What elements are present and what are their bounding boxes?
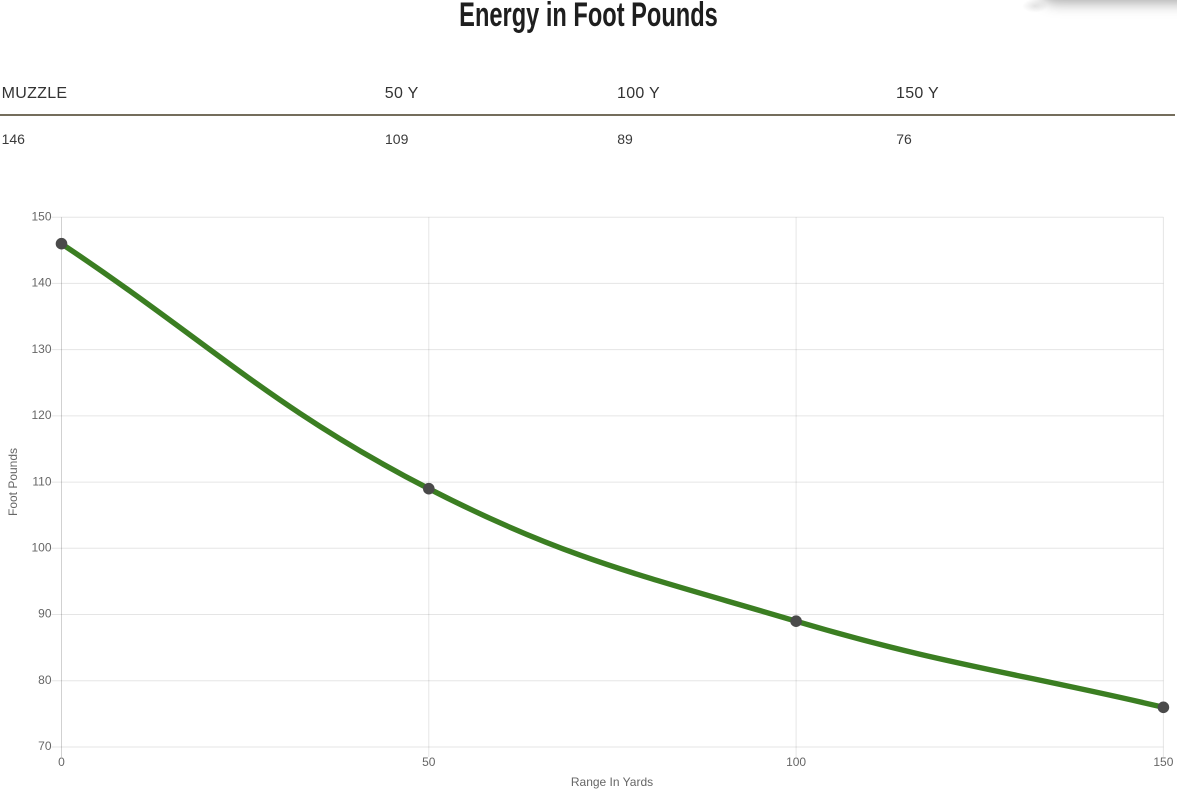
svg-text:70: 70 <box>38 739 52 753</box>
svg-text:110: 110 <box>32 474 51 488</box>
svg-text:100: 100 <box>31 541 51 555</box>
svg-text:100: 100 <box>786 755 806 769</box>
svg-text:50: 50 <box>422 755 436 769</box>
svg-text:150: 150 <box>31 209 51 223</box>
svg-text:120: 120 <box>31 408 51 422</box>
svg-text:Foot Pounds: Foot Pounds <box>6 448 20 516</box>
svg-text:130: 130 <box>31 342 51 356</box>
svg-text:Range In Yards: Range In Yards <box>571 775 653 789</box>
svg-text:140: 140 <box>31 276 51 290</box>
svg-text:90: 90 <box>38 607 52 621</box>
svg-text:0: 0 <box>58 755 65 769</box>
svg-text:150: 150 <box>1153 755 1173 769</box>
svg-text:80: 80 <box>38 673 52 687</box>
